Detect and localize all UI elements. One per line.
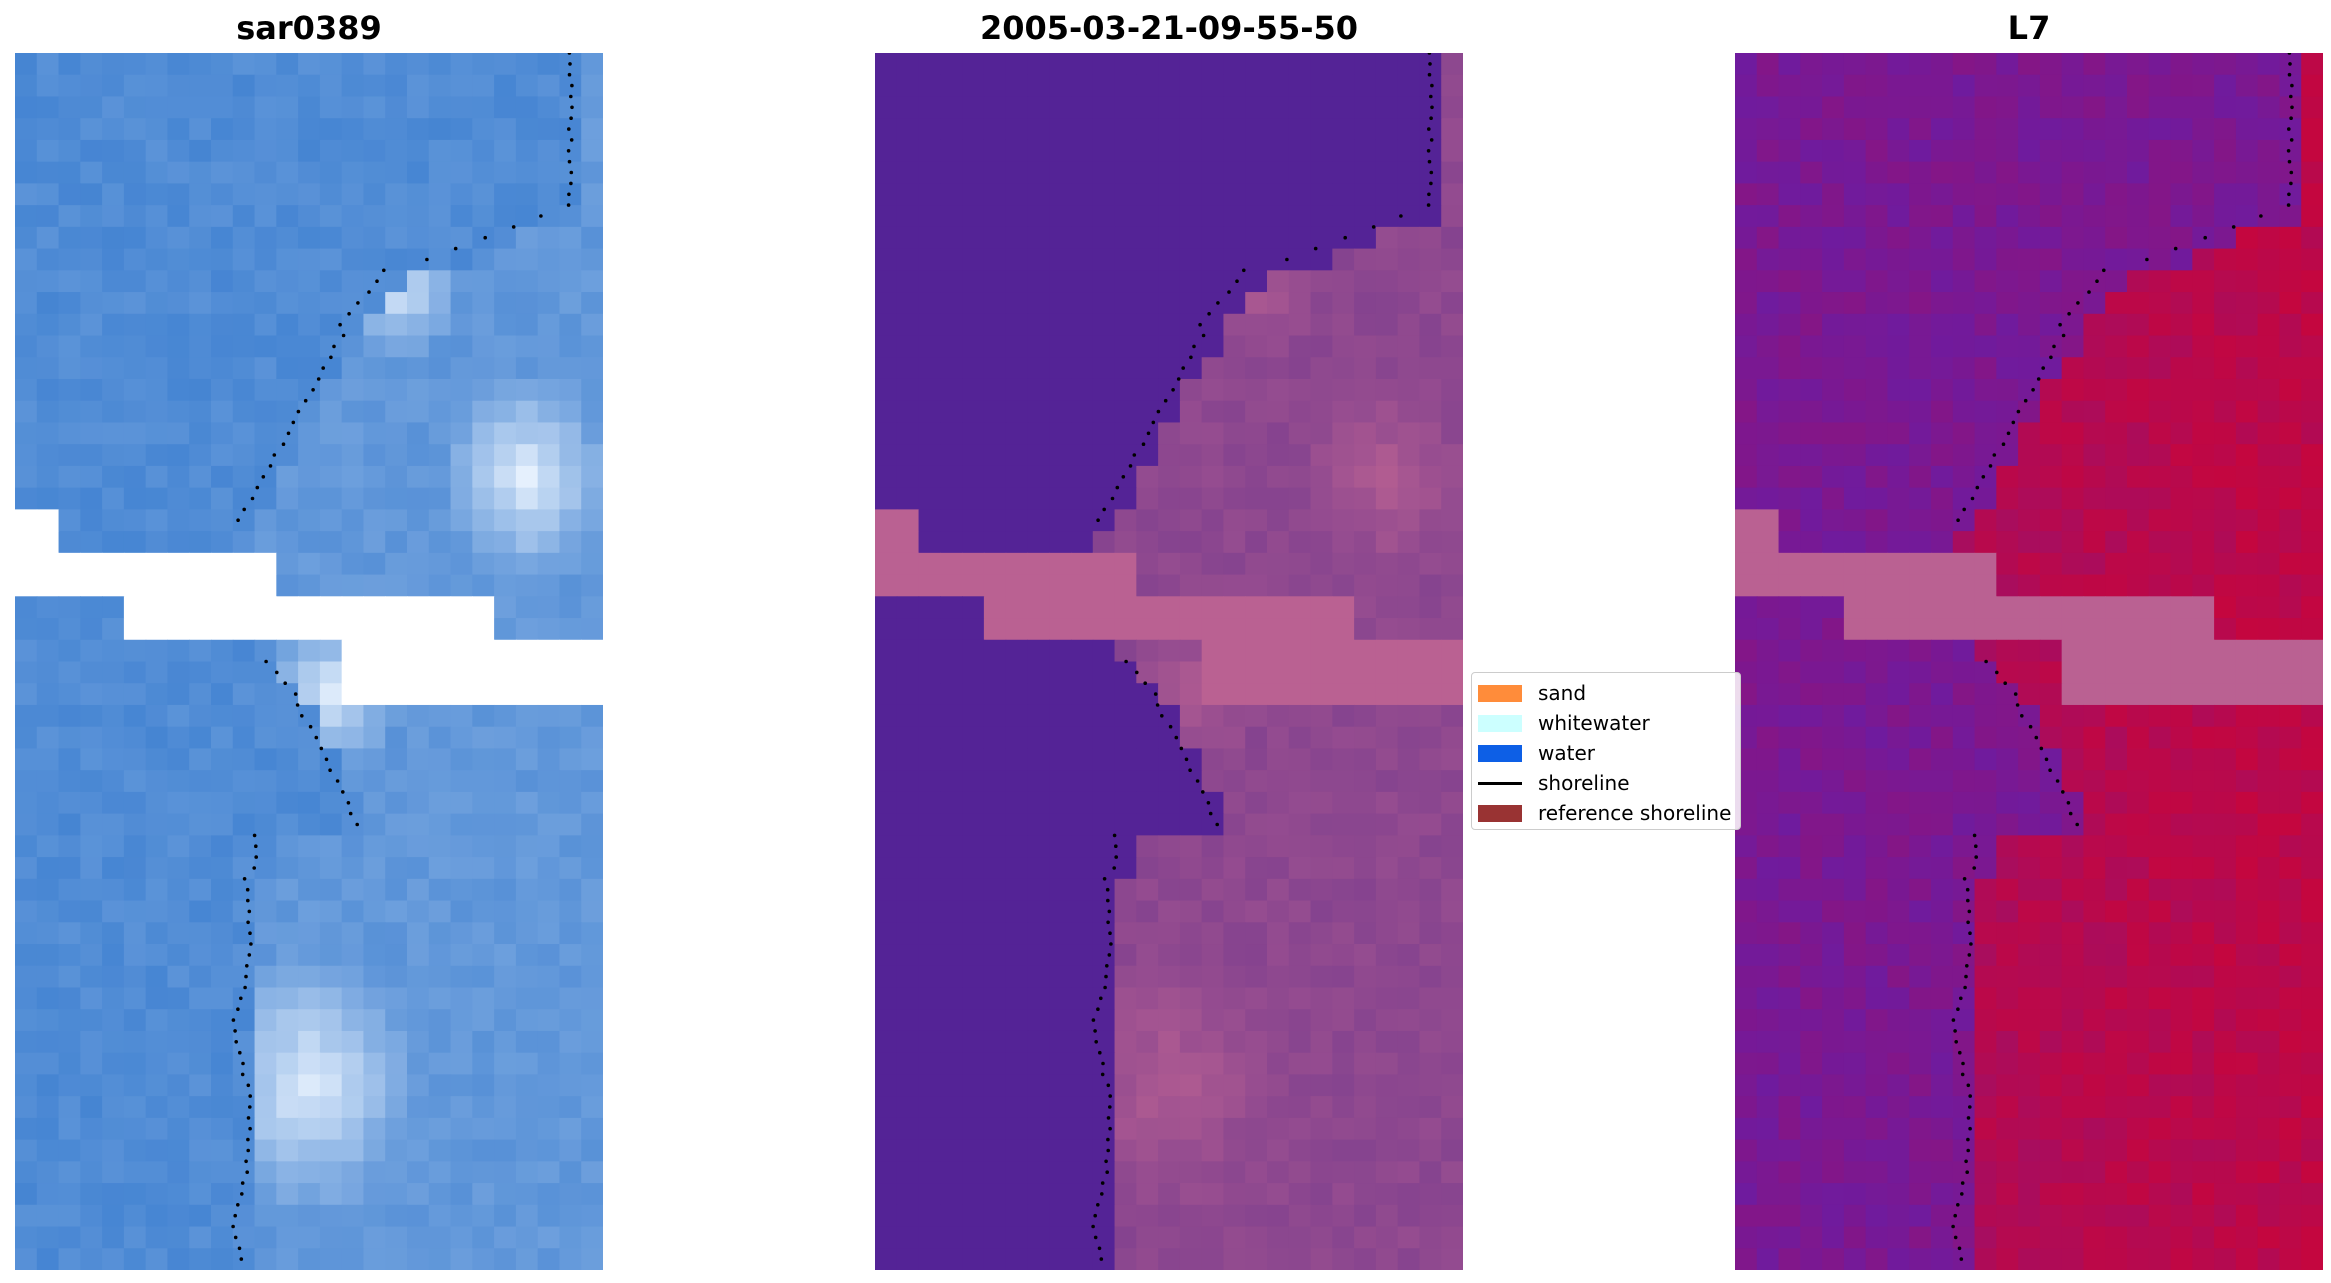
classified-image-panel [875, 53, 1463, 1270]
whitewater-swatch [1478, 714, 1522, 732]
legend-label-whitewater: whitewater [1538, 711, 1650, 735]
panel-title-1: sar0389 [236, 9, 382, 47]
legend-item-shoreline: shoreline [1478, 770, 1630, 796]
legend-label-shoreline: shoreline [1538, 771, 1630, 795]
legend-label-sand: sand [1538, 681, 1587, 705]
legend-item-whitewater: whitewater [1478, 710, 1650, 736]
rgb-image [15, 53, 603, 1270]
index-image-panel [1735, 53, 2323, 1270]
legend-label-reference-shoreline: reference shoreline [1538, 801, 1732, 825]
legend-item-sand: sand [1478, 680, 1586, 706]
shoreline-dots [1091, 53, 1434, 1261]
shoreline-line [1478, 781, 1522, 785]
panel-title-3: L7 [2007, 9, 2051, 47]
water-swatch [1478, 744, 1522, 762]
classified-image [875, 53, 1463, 1270]
legend: sand whitewater water shoreline referenc… [1471, 672, 1741, 830]
index-image [1735, 53, 2323, 1270]
legend-item-water: water [1478, 740, 1595, 766]
shoreline-dots [1951, 53, 2294, 1261]
reference-shoreline-swatch [1478, 804, 1522, 822]
rgb-image-panel [15, 53, 603, 1270]
panel-title-2: 2005-03-21-09-55-50 [979, 9, 1359, 47]
sand-swatch [1478, 684, 1522, 702]
legend-item-reference-shoreline: reference shoreline [1478, 800, 1731, 826]
shoreline-dots [231, 53, 574, 1261]
legend-label-water: water [1538, 741, 1595, 765]
